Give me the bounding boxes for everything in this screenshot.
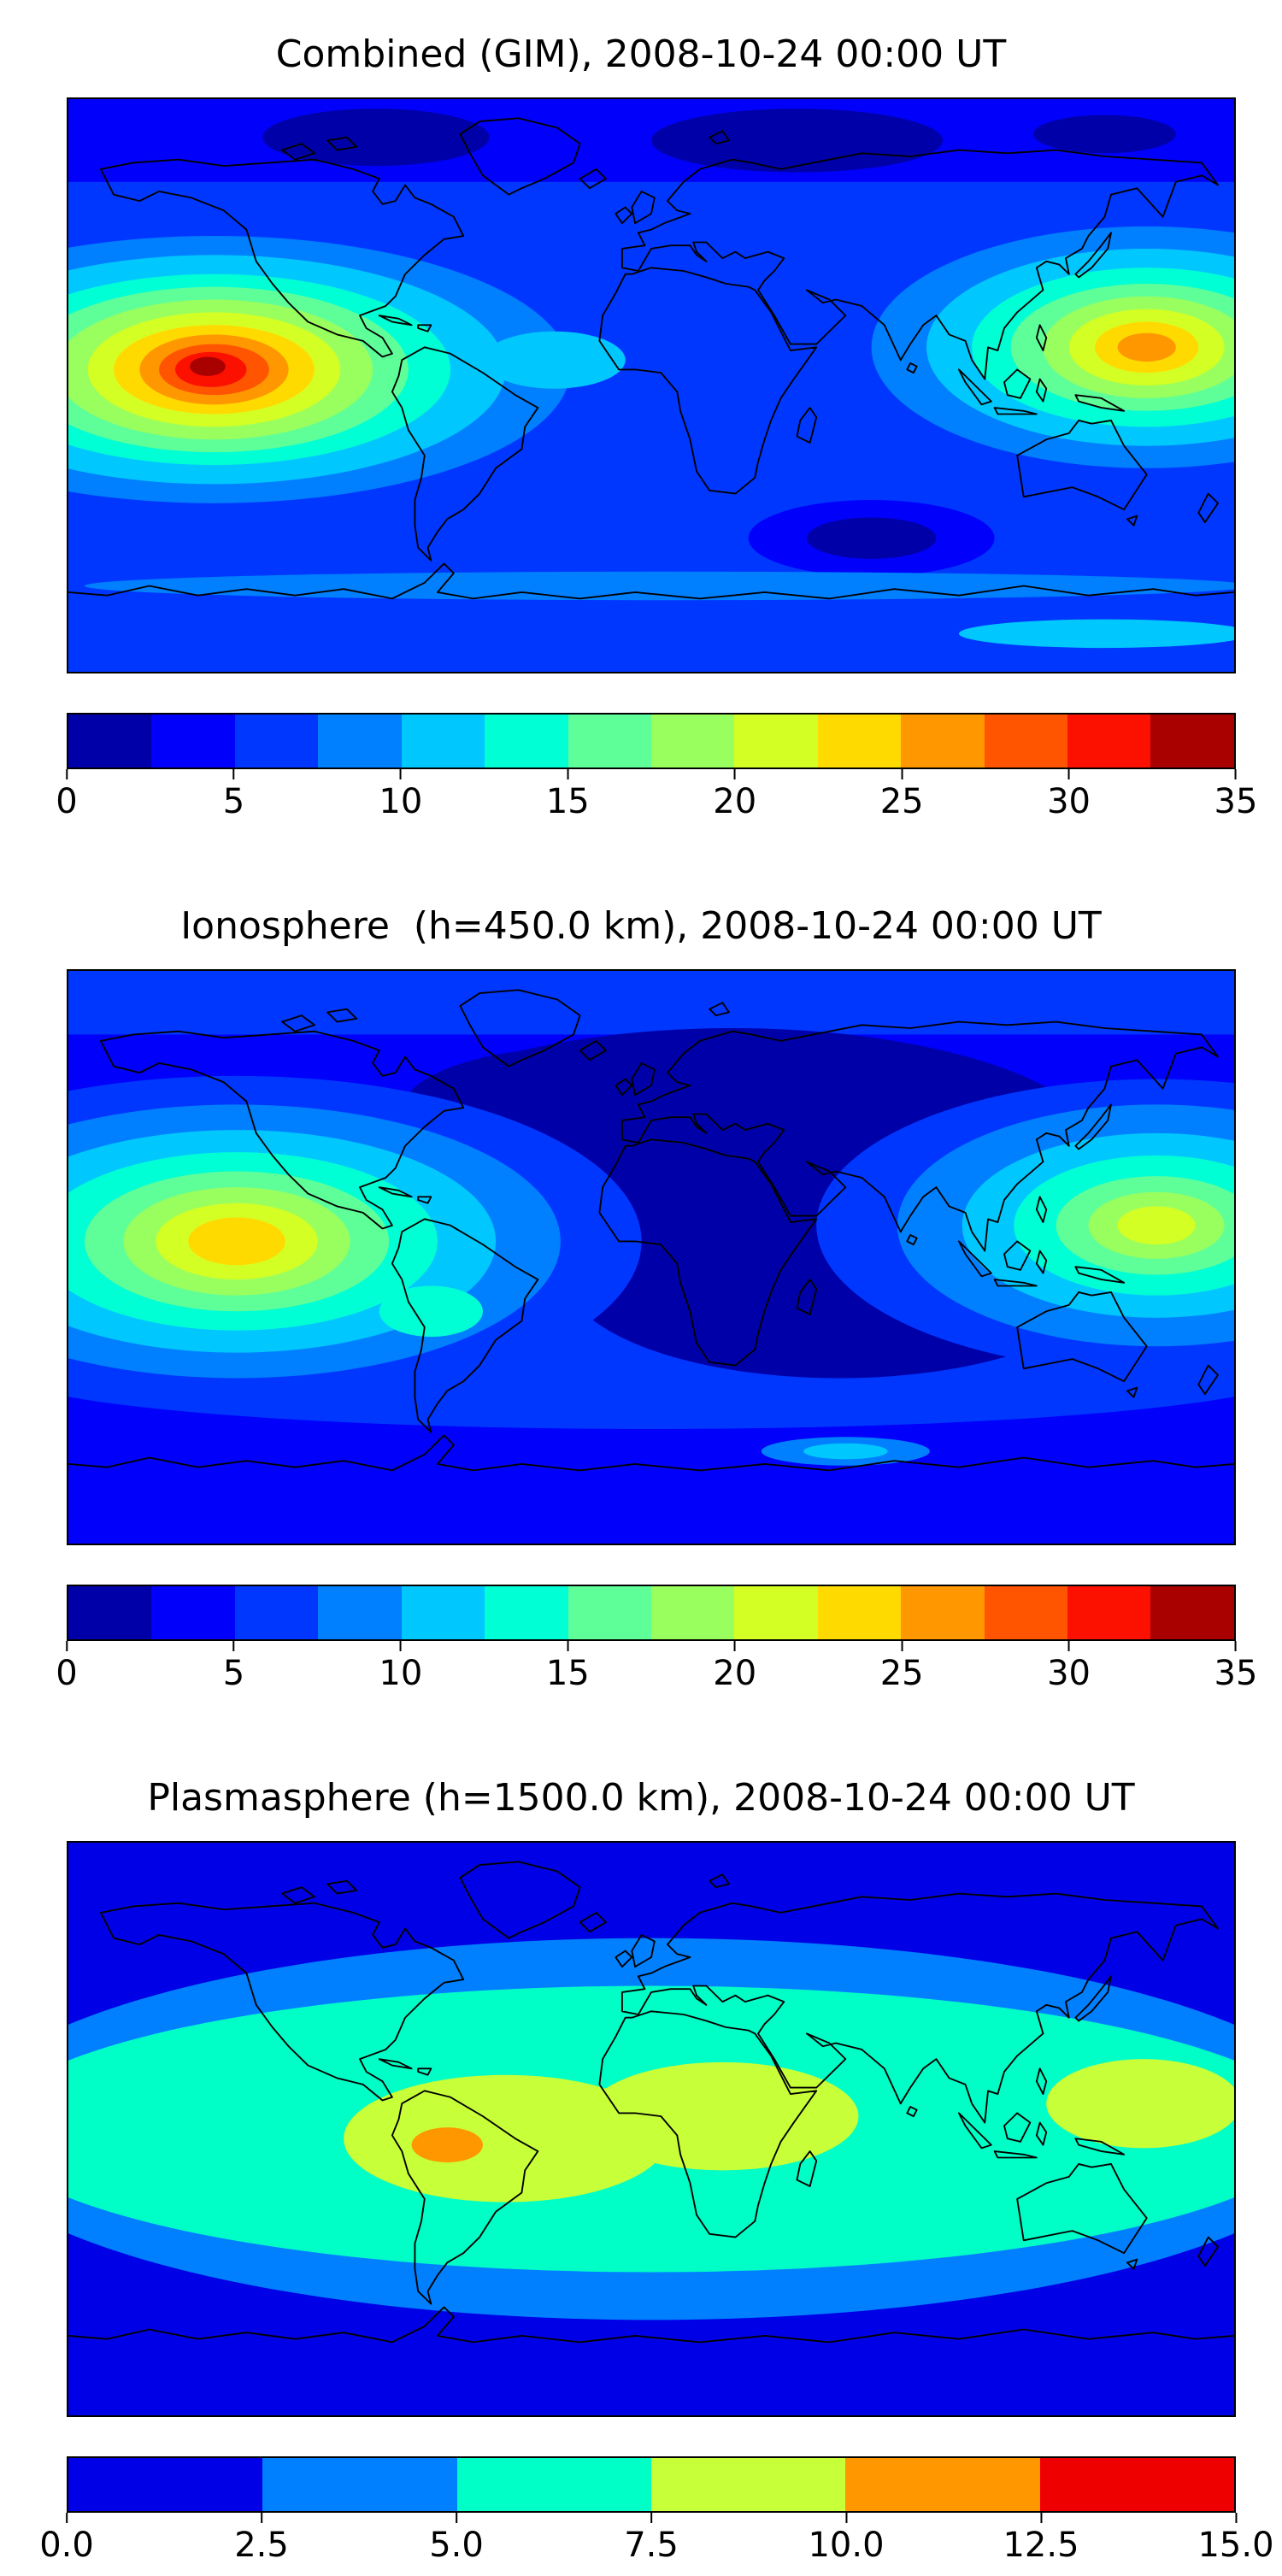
colorbar-tick-label: 15.0 [1197,2526,1274,2565]
colorbar-segment [901,715,985,768]
colorbar-segment [151,715,235,768]
colorbar-segment [984,715,1068,768]
colorbar-tick-label: 15 [545,1654,590,1693]
colorbar-segment [650,1586,735,1639]
colorbar-segment [984,1586,1068,1639]
contour-layer-plasmasphere [68,1843,1234,2415]
colorbar-tick-label: 10 [379,782,423,821]
colorbar-segment [817,715,902,768]
colorbar-combined [67,713,1236,769]
colorbar-segment [1150,715,1234,768]
colorbar-tick-label: 30 [1047,1654,1091,1693]
colorbar-segment [1150,1586,1234,1639]
map-ionosphere-svg [68,971,1234,1544]
map-plasmasphere [67,1841,1236,2417]
colorbar-ticks-plasmasphere: 0.0 2.5 5.0 7.5 10.0 12.5 15.0 [39,2513,1273,2576]
map-combined-svg [68,99,1234,672]
colorbar-tick-label: 10.0 [808,2526,885,2565]
colorbar-tick-label: 25 [879,782,924,821]
colorbar-segment [650,715,735,768]
colorbar-segment [68,2458,263,2511]
colorbar-tick-label: 30 [1047,782,1091,821]
colorbar-tick-label: 0 [56,1654,78,1693]
colorbar-segment [567,715,651,768]
colorbar-plasmasphere [67,2456,1236,2513]
colorbar-tick-label: 35 [1214,782,1258,821]
contour-layer-combined [68,99,1234,672]
colorbar-segment [318,715,402,768]
colorbar-tick-label: 35 [1214,1654,1258,1693]
colorbar-segment [817,1586,902,1639]
colorbar-tick-label: 7.5 [624,2526,679,2565]
colorbar-tick-label: 0.0 [39,2526,94,2565]
colorbar-segment [151,1586,235,1639]
colorbar-segment [262,2458,457,2511]
panel-title-plasmasphere: Plasmasphere (h=1500.0 km), 2008-10-24 0… [147,1776,1135,1820]
colorbar-segment [68,1586,152,1639]
colorbar-segment [1039,2458,1234,2511]
colorbar-segment [901,1586,985,1639]
colorbar-segment [456,2458,651,2511]
colorbar-ticks-combined: 0 5 10 15 20 25 30 35 [56,769,1257,832]
map-ionosphere [67,969,1236,1545]
colorbar-tick-label: 25 [879,1654,924,1693]
colorbar-tick-label: 15 [545,782,590,821]
colorbar-tick-label: 20 [713,782,757,821]
map-combined-gim [67,97,1236,673]
colorbar-ionosphere [67,1585,1236,1641]
contour-layer-ionosphere [68,971,1234,1544]
panel-title-combined: Combined (GIM), 2008-10-24 00:00 UT [275,32,1007,76]
colorbar-segment [734,1586,818,1639]
colorbar-tick-label: 2.5 [234,2526,289,2565]
colorbar-segment [1067,1586,1151,1639]
colorbar-tick-label: 5.0 [429,2526,484,2565]
colorbar-tick-label: 5 [222,782,245,821]
colorbar-segment [845,2458,1040,2511]
colorbar-segment [401,715,485,768]
colorbar-segment [1067,715,1151,768]
colorbar-segment [401,1586,485,1639]
colorbar-segment [318,1586,402,1639]
colorbar-segment [234,1586,319,1639]
colorbar-tick-label: 12.5 [1003,2526,1079,2565]
colorbar-segment [567,1586,651,1639]
colorbar-ticks-ionosphere: 0 5 10 15 20 25 30 35 [56,1641,1257,1704]
colorbar-tick-label: 0 [56,782,78,821]
colorbar-segment [734,715,818,768]
panel-plasmasphere: Plasmasphere (h=1500.0 km), 2008-10-24 0… [0,1776,1282,2576]
colorbar-tick-label: 5 [222,1654,245,1693]
colorbar-segment [234,715,319,768]
panel-combined-gim: Combined (GIM), 2008-10-24 00:00 UT [0,0,1282,832]
colorbar-tick-label: 20 [713,1654,757,1693]
colorbar-segment [68,715,152,768]
colorbar-segment [650,2458,846,2511]
panel-ionosphere: Ionosphere (h=450.0 km), 2008-10-24 00:0… [0,904,1282,1704]
panel-title-ionosphere: Ionosphere (h=450.0 km), 2008-10-24 00:0… [180,904,1102,948]
colorbar-tick-label: 10 [379,1654,423,1693]
map-plasmasphere-svg [68,1843,1234,2415]
colorbar-segment [485,715,568,768]
colorbar-segment [485,1586,568,1639]
